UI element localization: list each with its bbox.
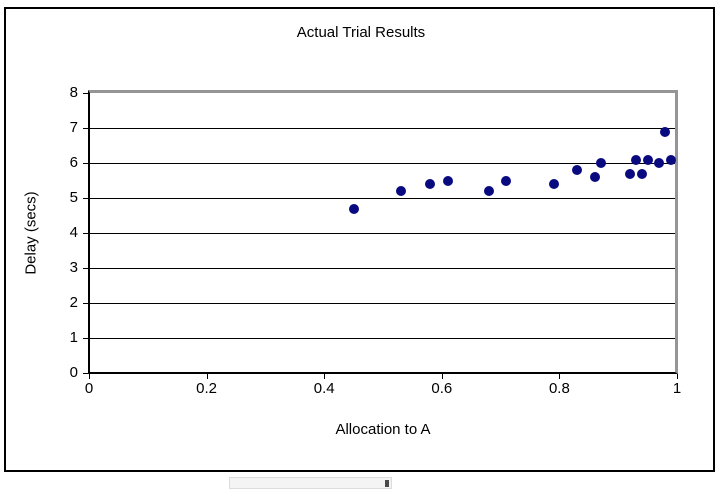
plot-area [88,90,678,374]
data-point-12 [636,168,647,179]
gridline-y-7 [90,128,675,129]
x-tick-mark-0.8 [559,374,561,379]
x-tick-label-0.6: 0.6 [431,380,453,397]
gridline-y-5 [90,198,675,199]
data-point-0 [348,203,359,214]
data-point-13 [642,154,653,165]
data-point-3 [442,175,453,186]
chart-title: Actual Trial Results [296,24,426,41]
x-tick-mark-0.4 [324,374,326,379]
data-point-14 [654,158,665,168]
x-tick-label-0.4: 0.4 [313,380,335,397]
data-point-16 [666,154,677,165]
gridline-y-4 [90,233,675,234]
x-tick-label-1: 1 [672,380,682,397]
x-axis-title: Allocation to A [335,421,431,438]
data-point-11 [630,154,641,165]
gridline-y-2 [90,303,675,304]
y-axis-title: Delay (secs) [22,191,40,275]
data-point-7 [572,165,583,175]
y-tick-mark-2 [83,303,88,304]
gridline-y-6 [90,163,675,164]
y-tick-label-7: 7 [69,119,78,136]
y-tick-mark-6 [83,163,88,164]
y-tick-label-5: 5 [69,189,78,206]
y-tick-label-2: 2 [69,294,78,311]
x-tick-mark-1 [677,374,678,379]
y-tick-mark-3 [83,268,88,269]
x-tick-label-0.8: 0.8 [548,380,570,397]
y-tick-label-8: 8 [69,84,78,101]
horizontal-scrollbar[interactable] [229,477,392,489]
data-point-6 [548,179,559,189]
gridline-y-1 [90,338,675,339]
y-tick-label-0: 0 [69,364,78,381]
data-point-4 [483,186,494,196]
y-tick-mark-7 [83,128,88,129]
x-tick-mark-0.6 [441,374,443,379]
y-tick-mark-0 [83,373,88,374]
y-tick-mark-1 [83,338,88,339]
x-tick-mark-0 [89,374,90,379]
y-tick-mark-5 [83,198,88,199]
y-tick-label-6: 6 [69,154,78,171]
data-point-8 [589,172,600,182]
x-tick-label-0: 0 [84,380,94,397]
x-tick-label-0.2: 0.2 [196,380,218,397]
data-point-5 [501,175,512,186]
gridline-y-3 [90,268,675,269]
data-point-15 [660,126,671,137]
data-point-1 [395,186,406,196]
y-tick-mark-4 [83,233,88,234]
x-tick-mark-0.2 [206,374,208,379]
y-tick-label-1: 1 [69,329,78,346]
scrollbar-handle-icon [385,480,389,487]
data-point-2 [425,179,436,189]
plot-inner [90,93,677,372]
y-tick-label-3: 3 [69,259,78,276]
y-tick-mark-8 [83,93,88,94]
data-point-9 [595,158,606,168]
y-tick-label-4: 4 [69,224,78,241]
data-point-10 [624,168,635,179]
